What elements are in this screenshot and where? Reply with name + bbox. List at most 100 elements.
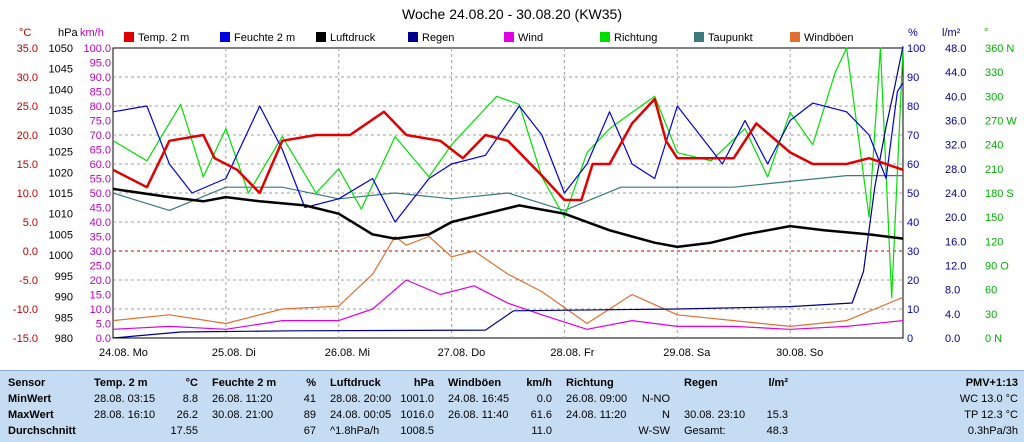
rain-tick-label: 16.0 <box>945 236 966 248</box>
temp-tick-label: 0.0 <box>23 246 38 258</box>
stats-temp-header: Temp. 2 m <box>94 377 148 389</box>
wind-tick-label: 45.0 <box>90 203 111 215</box>
stats-temp-min-value: 8.8 <box>182 393 198 405</box>
direction-tick-label: 0 N <box>985 333 1002 345</box>
legend-label-richtung: Richtung <box>614 32 657 44</box>
wind-tick-label: 40.0 <box>90 217 111 229</box>
humidity-tick-label: 100 <box>907 43 925 55</box>
rain-tick-label: 40.0 <box>945 91 966 103</box>
stats-temp-max-value: 26.2 <box>176 409 198 421</box>
wind-tick-label: 15.0 <box>90 290 111 302</box>
stats-direction-max-value: N <box>662 409 670 421</box>
pressure-tick-label: 1005 <box>49 229 73 241</box>
pressure-tick-label: 980 <box>55 333 73 345</box>
stats-temp-avg: 17.55 <box>170 425 198 437</box>
humidity-tick-label: 90 <box>907 72 919 84</box>
pressure-tick-label: 1045 <box>49 64 73 76</box>
stats-rain-total-label: Gesamt: <box>684 425 726 437</box>
legend-swatch-windboeen <box>790 32 800 42</box>
rain-tick-label: 8.0 <box>945 285 960 297</box>
stats-gust-max-time: 26.08. 11:40 <box>448 409 509 421</box>
x-axis-day-label: 24.08. Mo <box>99 347 148 359</box>
stats-pressure-min-value: 1001.0 <box>400 393 434 405</box>
wind-tick-label: 50.0 <box>90 188 111 200</box>
stats-humidity-column: Feuchte 2 m % 26.08. 11:20 41 30.08. 21:… <box>212 371 320 442</box>
stats-gust-max-value: 61.6 <box>530 409 552 421</box>
stats-rain-max-time: 30.08. 23:10 <box>684 409 746 421</box>
wind-tick-label: 30.0 <box>90 246 111 258</box>
series-line-regen <box>112 46 904 339</box>
legend-label-windboeen: Windböen <box>804 32 854 44</box>
stats-direction-avg: W-SW <box>638 425 670 437</box>
rain-tick-label: 44.0 <box>945 67 966 79</box>
series-line-feuchte <box>112 82 904 223</box>
stats-rain-max-value: 15.3 <box>766 409 788 421</box>
humidity-tick-label: 80 <box>907 101 919 113</box>
humidity-tick-label: 30 <box>907 246 919 258</box>
wind-tick-label: 10.0 <box>90 304 111 316</box>
stats-humidity-min-time: 26.08. 11:20 <box>212 393 273 405</box>
stats-gust-column: Windböen km/h 24.08. 16:45 0.0 26.08. 11… <box>448 371 556 442</box>
stats-direction-min-time: 26.08. 09:00 <box>566 393 628 405</box>
stats-gust-header: Windböen <box>448 377 502 389</box>
pressure-tick-label: 1030 <box>49 126 73 138</box>
temp-tick-label: -15.0 <box>13 333 38 345</box>
temp-tick-label: 35.0 <box>17 43 38 55</box>
series-line-temp <box>112 97 904 202</box>
pressure-tick-label: 1010 <box>49 209 73 221</box>
temp-tick-label: 25.0 <box>17 101 38 113</box>
series-line-luftdruck <box>112 187 904 249</box>
stats-temp-unit: °C <box>185 377 198 389</box>
direction-tick-label: 90 O <box>985 261 1009 273</box>
humidity-tick-label: 60 <box>907 159 919 171</box>
direction-tick-label: 300 <box>985 91 1003 103</box>
wind-tick-label: 75.0 <box>90 116 111 128</box>
humidity-tick-label: 70 <box>907 130 919 142</box>
wind-tick-label: 65.0 <box>90 145 111 157</box>
wind-tick-label: 60.0 <box>90 159 111 171</box>
temp-tick-label: 5.0 <box>23 217 38 229</box>
statistics-panel: Sensor MinWert MaxWert Durchschnitt Temp… <box>0 370 1024 442</box>
legend-label-feuchte: Feuchte 2 m <box>234 32 295 44</box>
temp-tick-label: 15.0 <box>17 159 38 171</box>
stats-humidity-max-time: 30.08. 21:00 <box>212 409 274 421</box>
humidity-tick-label: 50 <box>907 188 919 200</box>
legend-swatch-luftdruck <box>316 32 326 42</box>
rain-tick-label: 20.0 <box>945 212 966 224</box>
stats-sensor-header: Sensor <box>8 377 46 389</box>
pressure-tick-label: 1040 <box>49 84 73 96</box>
legend-label-temp: Temp. 2 m <box>138 32 189 44</box>
x-axis-labels: 24.08. Mo 25.08. Di 26.08. Mi 27.08. Do 28.0… <box>99 347 823 359</box>
direction-axis-unit: ° <box>984 27 988 39</box>
x-axis-day-label: 29.08. Sa <box>663 347 711 359</box>
direction-tick-label: 180 S <box>985 188 1014 200</box>
stats-dewpoint: TP 12.3 °C <box>964 409 1018 421</box>
stats-rain-unit: l/m² <box>768 377 788 389</box>
stats-pmv-column: PMV+1:13 WC 13.0 °C TP 12.3 °C 0.3hPa/3h <box>880 371 1018 442</box>
axis-ticks: 35.0 30.0 25.0 20.0 15.0 10.0 5.0 0.0 -5.0 -10.0 -… <box>13 43 1017 345</box>
stats-pressure-avg: 1008.5 <box>400 425 434 437</box>
rain-tick-label: 0.0 <box>945 333 960 345</box>
legend-swatch-feuchte <box>220 32 230 42</box>
stats-temp-max-time: 28.08. 16:10 <box>94 409 156 421</box>
temp-axis-unit: °C <box>19 27 31 39</box>
stats-direction-column: Richtung 26.08. 09:00 N-NO 24.08. 11:20 … <box>566 371 674 442</box>
rain-tick-label: 4.0 <box>945 309 960 321</box>
temp-tick-label: 10.0 <box>17 188 38 200</box>
wind-tick-label: 85.0 <box>90 87 111 99</box>
series-line-windboeen <box>112 235 904 327</box>
legend-swatch-taupunkt <box>694 32 704 42</box>
stats-humidity-min-value: 41 <box>303 393 316 405</box>
stats-gust-avg: 11.0 <box>531 425 552 437</box>
humidity-tick-label: 10 <box>907 304 919 316</box>
stats-pressure-min-time: 28.08. 20:00 <box>330 393 392 405</box>
stats-humidity-avg: 67 <box>303 425 316 437</box>
stats-pressure-change: 0.3hPa/3h <box>967 425 1018 437</box>
stats-temp-min-time: 28.08. 03:15 <box>94 393 156 405</box>
temp-tick-label: 30.0 <box>17 72 38 84</box>
legend-swatch-richtung <box>600 32 610 42</box>
pressure-tick-label: 1050 <box>49 43 73 55</box>
wind-tick-label: 0.0 <box>96 333 111 345</box>
wind-tick-label: 90.0 <box>90 72 111 84</box>
stats-gust-min-value: 0.0 <box>536 393 552 405</box>
